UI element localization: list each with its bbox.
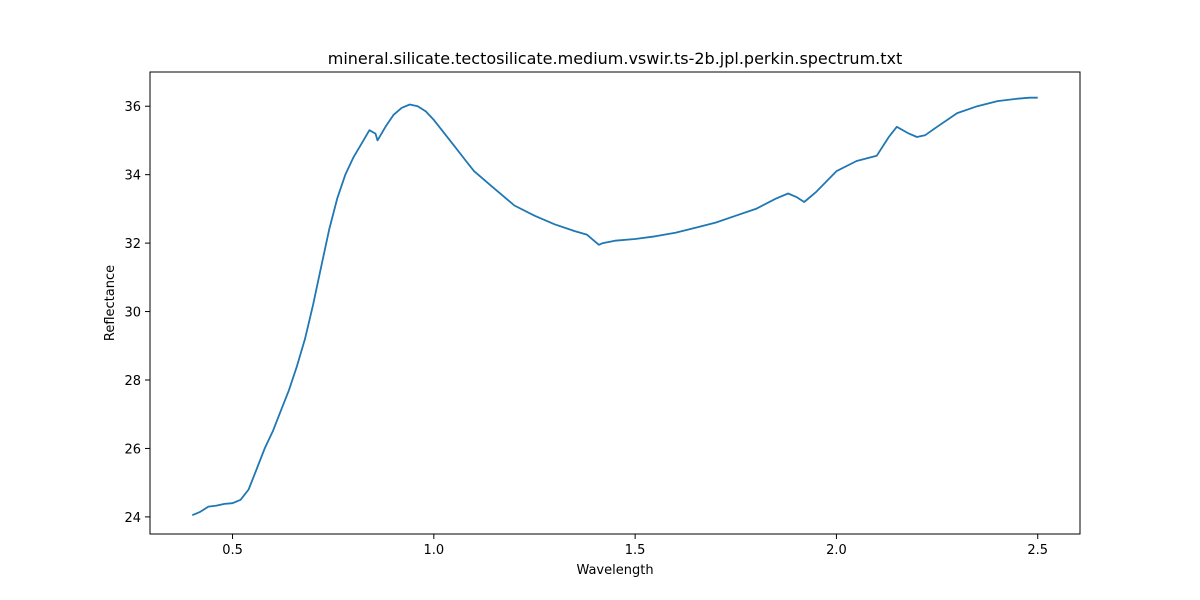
x-tick-label: 2.0 <box>826 543 847 558</box>
series-line <box>191 96 1038 517</box>
plot-frame <box>149 71 1081 535</box>
y-tick-label: 26 <box>124 442 141 457</box>
chart-title: mineral.silicate.tectosilicate.medium.vs… <box>328 49 903 68</box>
y-tick-label: 32 <box>124 237 141 252</box>
x-axis-label: Wavelength <box>576 563 653 578</box>
y-axis-label: Reflectance <box>103 265 118 341</box>
x-tick-label: 0.5 <box>222 543 243 558</box>
x-axis-ticks: 0.5 1.0 1.5 2.0 2.5 <box>222 534 1048 558</box>
x-tick-label: 1.0 <box>423 543 444 558</box>
y-tick-label: 28 <box>124 374 141 389</box>
x-tick-label: 2.5 <box>1027 543 1048 558</box>
y-tick-label: 30 <box>124 306 141 321</box>
y-axis-ticks: 24 26 28 30 32 34 36 <box>124 100 150 526</box>
y-tick-label: 36 <box>124 100 141 115</box>
x-tick-label: 1.5 <box>625 543 646 558</box>
plot-area <box>150 72 1080 534</box>
data-layer <box>191 96 1038 517</box>
y-tick-label: 24 <box>124 511 141 526</box>
y-tick-label: 34 <box>124 169 141 184</box>
